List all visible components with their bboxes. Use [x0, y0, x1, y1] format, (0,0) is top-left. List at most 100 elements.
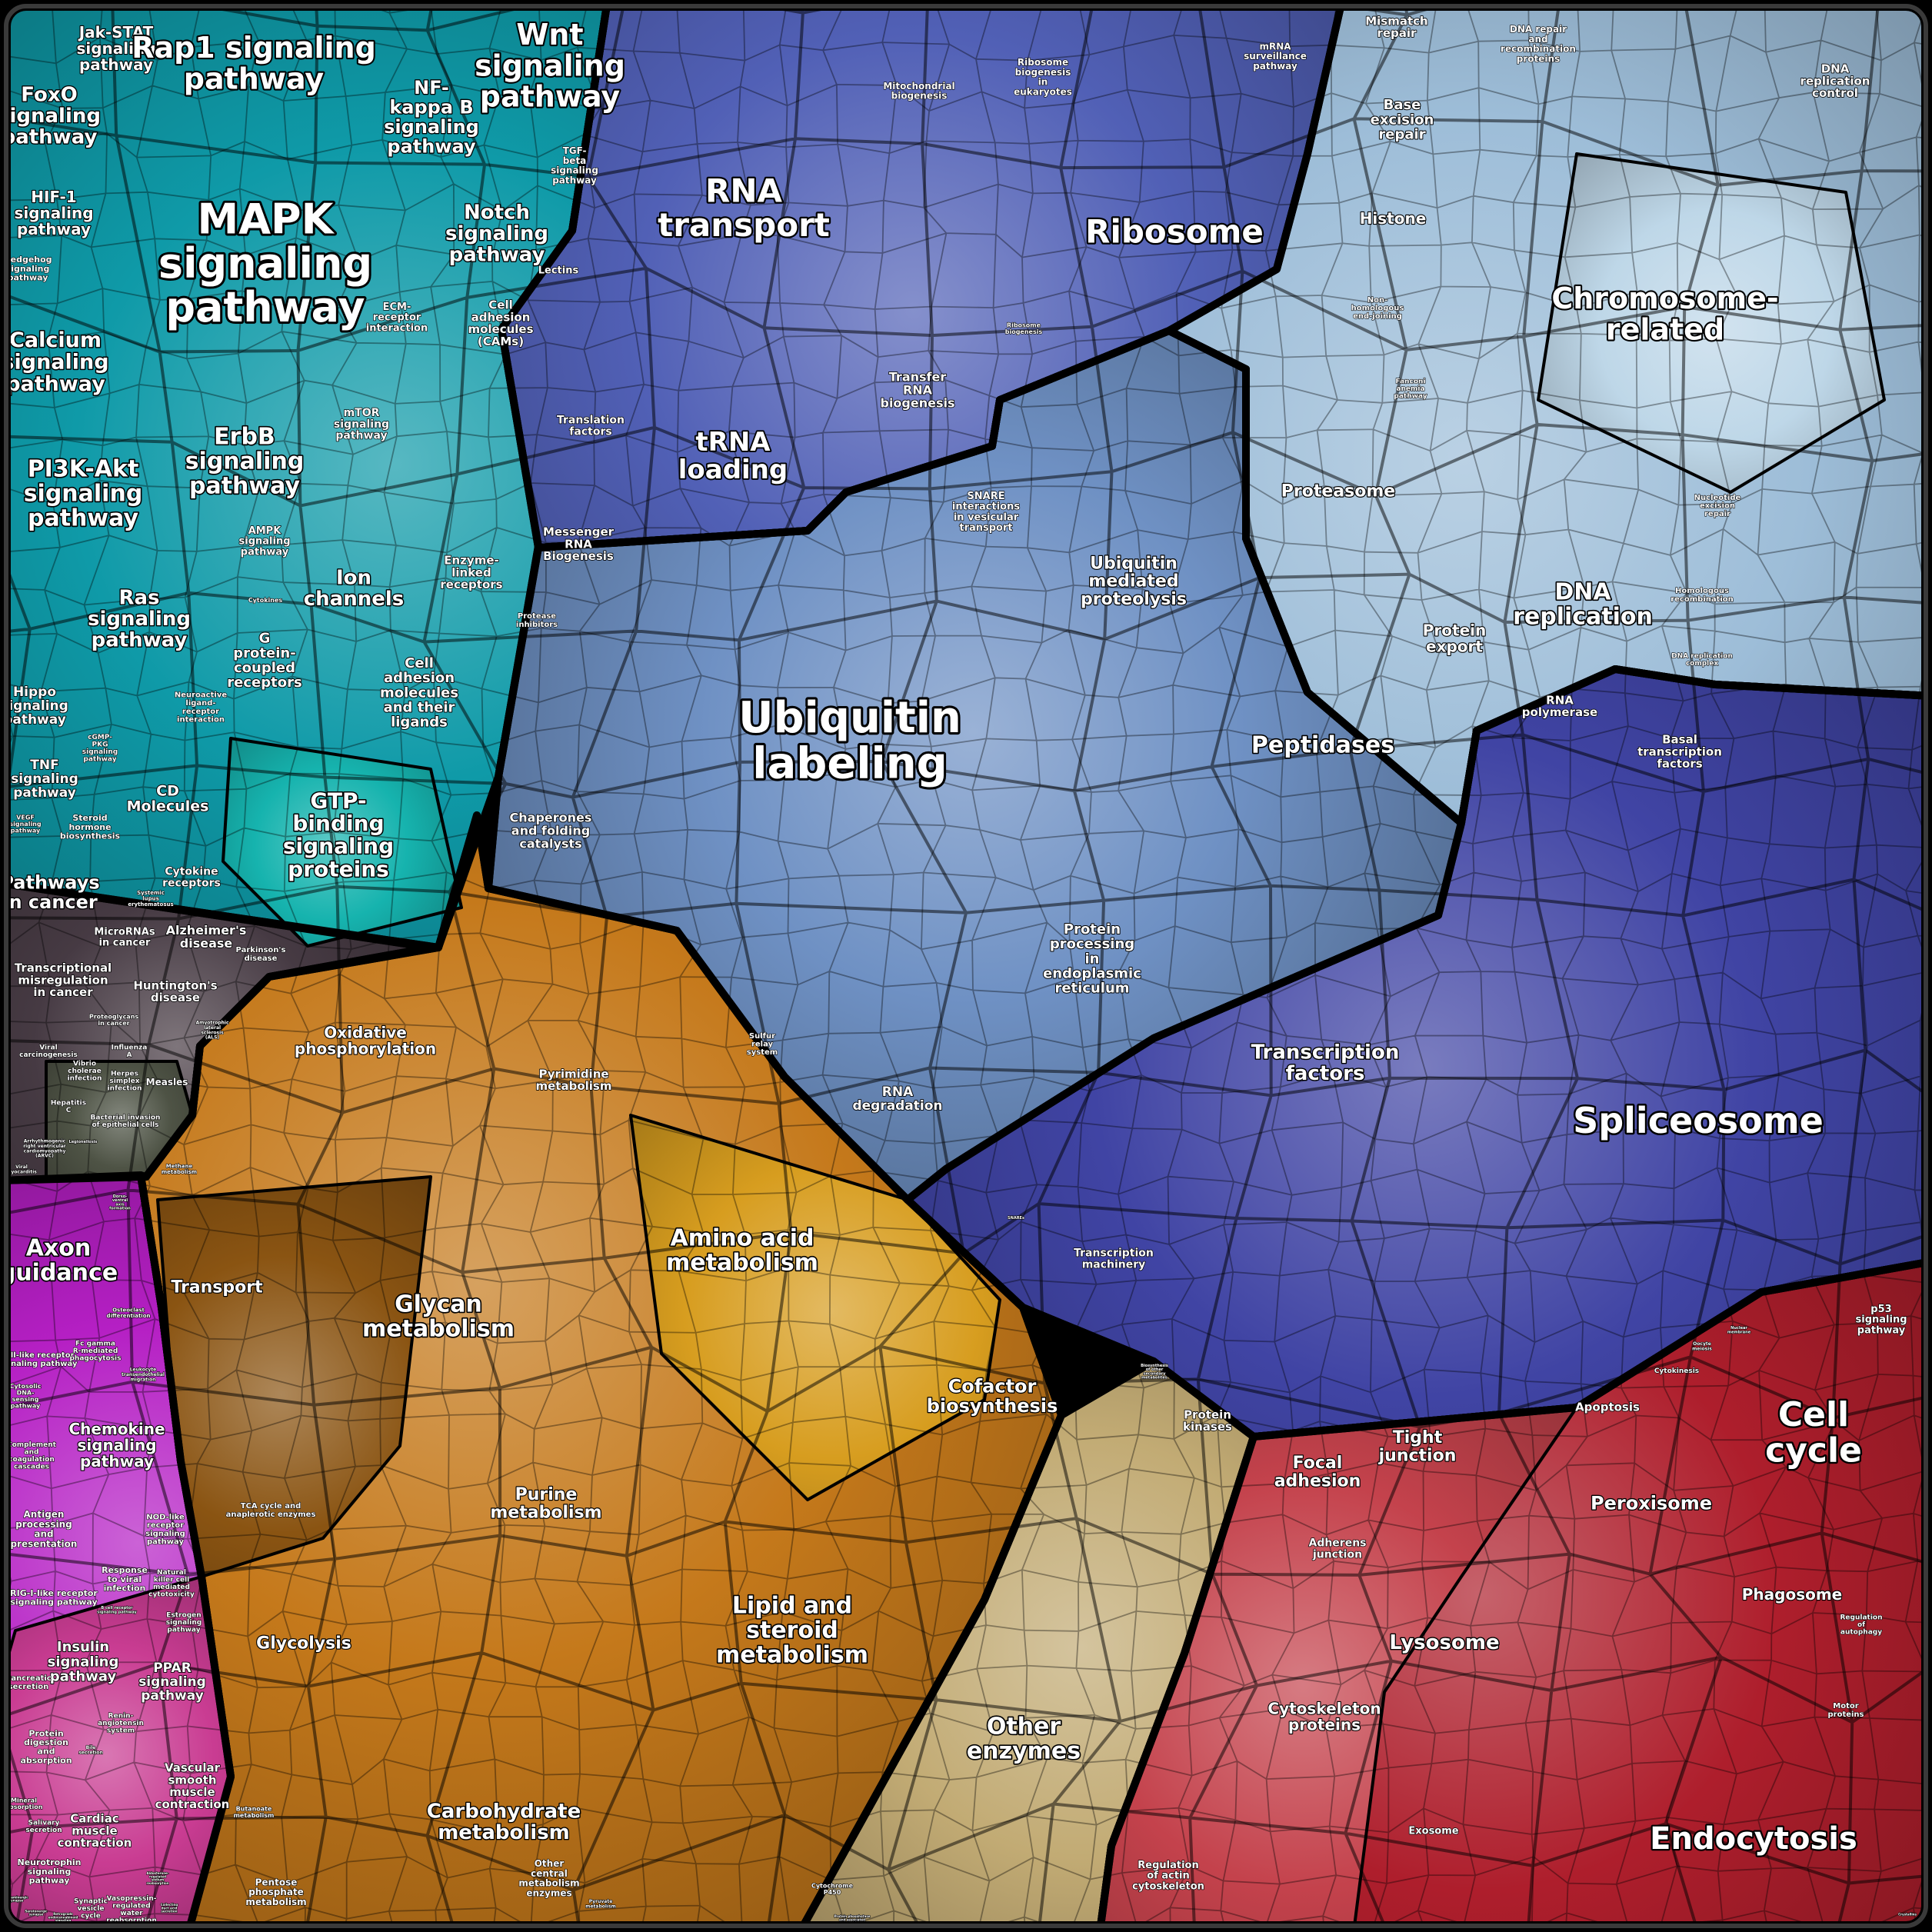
label-cd-molecules: CD Molecules — [127, 783, 209, 815]
label-biosynthesis-of-other-secondary-metabolites: Biosynthesis of other secondary metabolites — [1141, 1364, 1168, 1381]
label-huntington-s-disease: Huntington's disease — [133, 978, 217, 1004]
label-spliceosome: Spliceosome — [1573, 1100, 1824, 1141]
label-rna-transport: RNA transport — [658, 172, 830, 244]
label-osteoclast-differentiation: Osteoclast differentiation — [106, 1307, 150, 1320]
label-neuroactive-ligand-receptor-interaction: Neuroactive ligand-receptor interaction — [175, 691, 227, 724]
label-nuclear-membrane: Nuclear membrane — [1727, 1326, 1751, 1334]
label-mitochondrial-biogenesis: Mitochondrial biogenesis — [883, 81, 954, 102]
label-ribosome: Ribosome — [1085, 213, 1264, 251]
label-endocytosis: Endocytosis — [1650, 1821, 1857, 1857]
label-peptidases: Peptidases — [1251, 732, 1394, 759]
label-cardiac-muscle-contraction: Cardiac muscle contraction — [58, 1811, 132, 1850]
label-other-enzymes: Other enzymes — [967, 1714, 1081, 1765]
label-gtp-binding-signaling-proteins: GTP-binding signaling proteins — [283, 788, 394, 881]
label-serotonergic-synapse: Serotonergic synapse — [25, 1909, 48, 1916]
label-viral-myocarditis: Viral myocarditis — [6, 1164, 37, 1174]
label-lysosome: Lysosome — [1389, 1631, 1499, 1654]
label-motor-proteins: Motor proteins — [1827, 1702, 1864, 1719]
label-ampk-signaling-pathway: AMPK signaling pathway — [239, 525, 291, 558]
label-proteoglycans-in-cancer: Proteoglycans in cancer — [89, 1014, 139, 1027]
label-nucleotide-excision-repair: Nucleotide excision repair — [1694, 494, 1741, 518]
label-pancreatic-secretion: Pancreatic secretion — [5, 1674, 52, 1691]
label-crystallins: Crystallins — [1898, 1912, 1917, 1916]
label-viral-carcinogenesis: Viral carcinogenesis — [19, 1044, 78, 1059]
label-natural-killer-cell-mediated-cytotoxicity: Natural killer cell mediated cytotoxicity — [148, 1569, 195, 1599]
label-influenza-a: Influenza A — [112, 1044, 148, 1059]
label-exosome: Exosome — [1408, 1826, 1458, 1837]
label-chaperones-and-folding-catalysts: Chaperones and folding catalysts — [510, 811, 592, 851]
label-insulin-signaling-pathway: Insulin signaling pathway — [48, 1639, 119, 1684]
label-legionellosis: Legionellosis — [69, 1140, 98, 1144]
label-adherens-junction: Adherens junction — [1308, 1537, 1366, 1561]
label-ubiquitin-labeling: Ubiquitin labeling — [738, 693, 961, 788]
region-gtp-binding-bright-teal[interactable] — [222, 737, 463, 948]
label-protein-kinases: Protein kinases — [1183, 1407, 1232, 1434]
label-trna-loading: tRNA loading — [678, 427, 788, 485]
label-lipid-and-steroid-metabolism: Lipid and steroid metabolism — [716, 1593, 868, 1669]
region-chromosome-pale-center[interactable] — [1537, 152, 1886, 494]
label-protein-digestion-and-absorption: Protein digestion and absorption — [20, 1728, 72, 1765]
label-sulfur-relay-system: Sulfur relay system — [747, 1032, 778, 1057]
label-ribosome-biogenesis-in-eukaryotes: Ribosome biogenesis in eukaryotes — [1014, 57, 1072, 97]
label-vasopressin-regulated-water-reabsorption: Vasopressin-regulated water reabsorption — [106, 1895, 157, 1925]
label-transcriptional-misregulation-in-cancer: Transcriptional misregulation in cancer — [15, 961, 112, 999]
label-messenger-rna-biogenesis: Messenger RNA Biogenesis — [543, 525, 615, 563]
label-leukocyte-transendothelial-migration: Leukocyte transendothelial migration — [122, 1367, 165, 1383]
label-dna-repair-and-recombination-proteins: DNA repair and recombination proteins — [1501, 24, 1576, 64]
label-fc-gamma-r-mediated-phagocytosis: Fc gamma R-mediated phagocytosis — [69, 1341, 121, 1363]
label-notch-signaling-pathway: Notch signaling pathway — [445, 202, 548, 267]
label-peroxisome: Peroxisome — [1591, 1492, 1712, 1514]
label-mrna-surveillance-pathway: mRNA surveillance pathway — [1244, 42, 1307, 72]
label-cytokine-receptors: Cytokine receptors — [162, 866, 221, 890]
label-cytoskeleton-proteins: Cytoskeleton proteins — [1267, 1699, 1381, 1734]
label-apoptosis: Apoptosis — [1575, 1400, 1640, 1414]
label-ion-channels: Ion channels — [304, 566, 405, 611]
label-cell-cycle: Cell cycle — [1765, 1395, 1862, 1471]
label-lectins: Lectins — [538, 265, 579, 277]
label-rig-i-like-receptor-signaling-pathway: RIG-I-like receptor signaling pathway — [10, 1588, 98, 1607]
label-hepatitis-c: Hepatitis C — [51, 1099, 86, 1114]
label-bile-secretion: Bile secretion — [78, 1745, 103, 1755]
label-tgf-beta-signaling-pathway: TGF-beta signaling pathway — [551, 145, 598, 185]
label-methane-metabolism: Methane metabolism — [162, 1164, 197, 1176]
label-toll-like-receptor-signaling-pathway: Toll-like receptor signaling pathway — [0, 1351, 78, 1368]
label-protein-processing-in-endoplasmic-reticulum: Protein processing in endoplasmic reticulum — [1043, 921, 1141, 996]
label-cell-adhesion-molecules-cams: Cell adhesion molecules (CAMs) — [468, 298, 533, 348]
window-frame — [4, 4, 1928, 1928]
label-retrograde-endocannabinoid-signaling: Retrograde endocannabinoid signaling — [48, 1912, 78, 1922]
label-ubiquitin-mediated-proteolysis: Ubiquitin mediated proteolysis — [1081, 554, 1187, 609]
label-alzheimer-s-disease: Alzheimer's disease — [166, 923, 247, 951]
label-other-central-metabolism-enzymes: Other central metabolism enzymes — [518, 1858, 579, 1898]
label-pentose-phosphate-metabolism: Pentose phosphate metabolism — [245, 1877, 306, 1907]
label-estrogen-signaling-pathway: Estrogen signaling pathway — [166, 1612, 202, 1634]
label-cell-adhesion-molecules-and-their-ligands: Cell adhesion molecules and their ligands — [380, 655, 458, 730]
label-proteasome: Proteasome — [1281, 482, 1395, 501]
label-oocyte-meiosis: Oocyte meiosis — [1692, 1341, 1712, 1351]
label-phagosome: Phagosome — [1742, 1585, 1843, 1604]
label-protein-export: Protein export — [1423, 621, 1486, 655]
label-amyotrophic-lateral-sclerosis-als: Amyotrophic lateral sclerosis (ALS) — [195, 1021, 229, 1041]
label-dorso-ventral-axis-formation: Dorso-ventral axis formation — [109, 1194, 131, 1211]
label-chromosome-related: Chromosome-related — [1551, 281, 1778, 346]
label-oxidative-phosphorylation: Oxidative phosphorylation — [295, 1023, 436, 1058]
label-transfer-rna-biogenesis: Transfer RNA biogenesis — [880, 370, 954, 411]
label-dna-replication: DNA replication — [1513, 579, 1653, 631]
label-pathways-in-cancer: Pathways in cancer — [0, 872, 99, 913]
label-cytochrome-p450: Cytochrome P450 — [811, 1883, 854, 1896]
label-foxo-signaling-pathway: FoxO signaling pathway — [0, 84, 101, 149]
label-transport: Transport — [171, 1278, 263, 1297]
label-collecting-duct-acid-secretion: Collecting duct acid secretion — [161, 1903, 178, 1913]
label-transcription-machinery: Transcription machinery — [1074, 1247, 1154, 1271]
label-antigen-processing-and-presentation: Antigen processing and presentation — [11, 1509, 78, 1549]
label-hedgehog-signaling-pathway: Hedgehog signaling pathway — [3, 255, 52, 282]
label-tight-junction: Tight junction — [1378, 1428, 1457, 1465]
label-mineral-absorption: Mineral absorption — [5, 1797, 43, 1810]
label-micrornas-in-cancer: MicroRNAs in cancer — [94, 927, 155, 949]
label-cytosolic-dna-sensing-pathway: Cytosolic DNA-sensing pathway — [10, 1383, 42, 1409]
label-amino-acid-metabolism: Amino acid metabolism — [666, 1225, 818, 1277]
label-purine-metabolism: Purine metabolism — [490, 1485, 601, 1522]
label-cgmp-pkg-signaling-pathway: cGMP-PKG signaling pathway — [82, 734, 118, 764]
